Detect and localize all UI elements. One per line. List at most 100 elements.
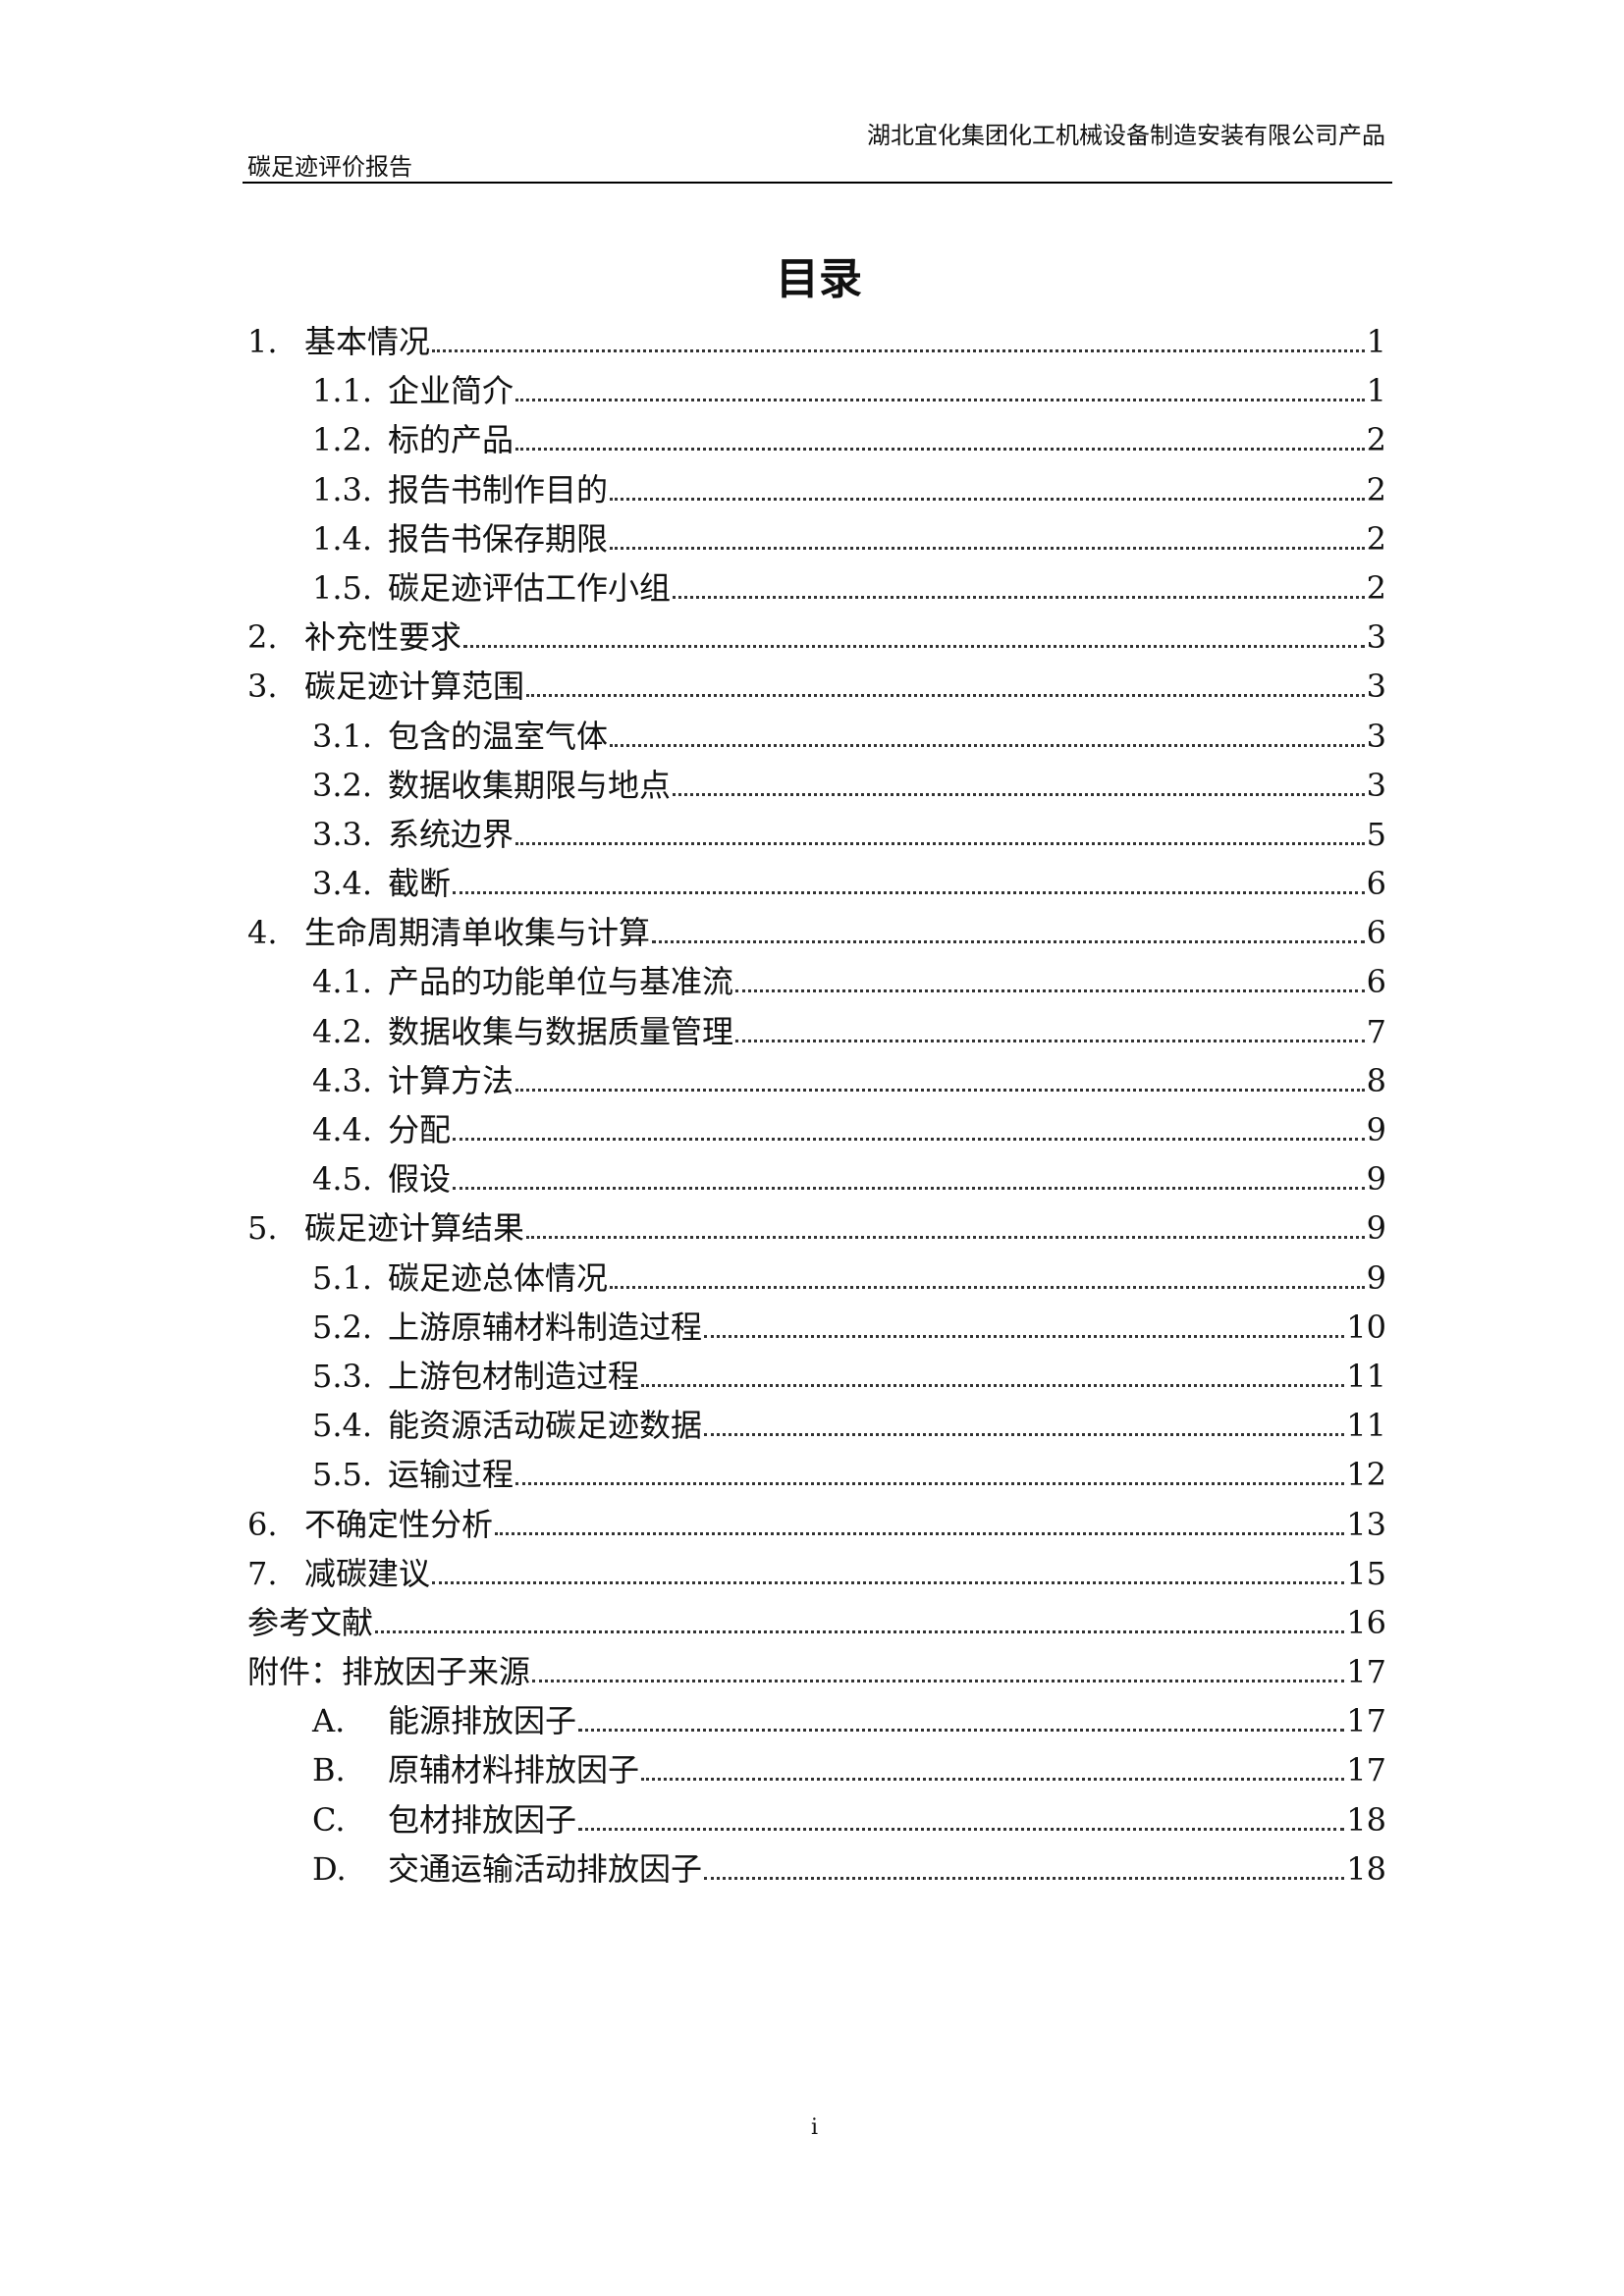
toc-entry-page: 17 bbox=[1346, 1653, 1386, 1691]
toc-entry-page: 18 bbox=[1346, 1849, 1386, 1888]
toc-entry[interactable]: C. 包材排放因子 18 bbox=[247, 1795, 1386, 1844]
toc-dot-leader bbox=[641, 1383, 1345, 1387]
toc-entry-number: C. bbox=[312, 1800, 346, 1839]
toc-entry[interactable]: 5.4. 能资源活动碳足迹数据 11 bbox=[247, 1401, 1386, 1450]
toc-dot-leader bbox=[578, 1729, 1345, 1733]
toc-entry[interactable]: 5.1. 碳足迹总体情况 9 bbox=[247, 1254, 1386, 1303]
toc-entry-page: 3 bbox=[1366, 766, 1386, 804]
toc-entry[interactable]: 参考文献 16 bbox=[247, 1598, 1386, 1647]
toc-entry-title: 包含的温室气体 bbox=[388, 717, 609, 755]
toc-entry[interactable]: 2. 补充性要求 3 bbox=[247, 613, 1386, 662]
toc-entry-page: 2 bbox=[1366, 470, 1386, 508]
toc-entry-title: 产品的功能单位与基准流 bbox=[388, 963, 734, 1001]
toc-entry[interactable]: 4.4. 分配 9 bbox=[247, 1105, 1386, 1154]
toc-entry-title: 分配 bbox=[388, 1111, 452, 1148]
toc-entry[interactable]: 3.3. 系统边界 5 bbox=[247, 810, 1386, 859]
toc-entry-page: 2 bbox=[1366, 568, 1386, 607]
toc-entry-number: A. bbox=[312, 1702, 346, 1740]
toc-entry-title: 参考文献 bbox=[247, 1603, 374, 1641]
toc-entry-title: 碳足迹总体情况 bbox=[388, 1258, 609, 1297]
toc-entry-title: 报告书制作目的 bbox=[388, 470, 609, 508]
toc-entry[interactable]: 3. 碳足迹计算范围 3 bbox=[247, 662, 1386, 711]
toc-entry-title: 不确定性分析 bbox=[304, 1505, 494, 1543]
toc-entry[interactable]: 1. 基本情况 1 bbox=[247, 317, 1386, 366]
toc-entry-title: 原辅材料排放因子 bbox=[388, 1751, 640, 1789]
toc-entry[interactable]: 1.5. 碳足迹评估工作小组 2 bbox=[247, 563, 1386, 613]
toc-entry-page: 3 bbox=[1366, 717, 1386, 755]
toc-entry-title: 报告书保存期限 bbox=[388, 519, 609, 558]
toc-entry-title: 系统边界 bbox=[388, 815, 514, 853]
toc-dot-leader bbox=[704, 1876, 1345, 1880]
toc-entry-number: 2. bbox=[247, 618, 278, 657]
toc-entry[interactable]: 6. 不确定性分析 13 bbox=[247, 1500, 1386, 1549]
toc-entry-number: 4.4. bbox=[312, 1111, 373, 1148]
toc-dot-leader bbox=[610, 497, 1365, 501]
toc-dot-leader bbox=[526, 694, 1365, 698]
toc-dot-leader bbox=[578, 1827, 1345, 1831]
toc-entry[interactable]: 3.1. 包含的温室气体 3 bbox=[247, 712, 1386, 761]
toc-entry-page: 16 bbox=[1346, 1603, 1386, 1641]
toc-dot-leader bbox=[515, 448, 1365, 452]
toc-dot-leader bbox=[641, 1778, 1345, 1782]
toc-entry[interactable]: 5. 碳足迹计算结果 9 bbox=[247, 1203, 1386, 1253]
toc-entry-page: 3 bbox=[1366, 667, 1386, 706]
toc-entry[interactable]: 4. 生命周期清单收集与计算 6 bbox=[247, 908, 1386, 957]
toc-entry[interactable]: 5.5. 运输过程 12 bbox=[247, 1450, 1386, 1499]
toc-entry-title: 数据收集与数据质量管理 bbox=[388, 1012, 734, 1050]
toc-entry[interactable]: 4.1. 产品的功能单位与基准流 6 bbox=[247, 957, 1386, 1006]
toc-entry-page: 2 bbox=[1366, 519, 1386, 558]
toc-entry-page: 6 bbox=[1366, 914, 1386, 952]
toc-dot-leader bbox=[652, 940, 1365, 944]
toc-entry[interactable]: 7. 减碳建议 15 bbox=[247, 1549, 1386, 1598]
toc-entry-number: 5.1. bbox=[312, 1258, 373, 1297]
toc-entry[interactable]: D. 交通运输活动排放因子 18 bbox=[247, 1844, 1386, 1894]
toc-entry[interactable]: 1.2. 标的产品 2 bbox=[247, 415, 1386, 464]
toc-entry[interactable]: B. 原辅材料排放因子 17 bbox=[247, 1745, 1386, 1794]
toc-dot-leader bbox=[515, 841, 1365, 845]
toc-entry[interactable]: 1.4. 报告书保存期限 2 bbox=[247, 514, 1386, 563]
page-title: 目录 bbox=[776, 254, 862, 304]
toc-entry-title: 截断 bbox=[388, 865, 452, 903]
toc-dot-leader bbox=[453, 891, 1365, 895]
toc-entry-number: 4.1. bbox=[312, 963, 373, 1001]
toc-entry-number: 1.1. bbox=[312, 372, 373, 410]
toc-entry-page: 6 bbox=[1366, 865, 1386, 903]
toc-entry-number: 4. bbox=[247, 914, 278, 952]
toc-entry-page: 8 bbox=[1366, 1061, 1386, 1099]
toc-entry-page: 9 bbox=[1366, 1111, 1386, 1148]
toc-entry[interactable]: 4.2. 数据收集与数据质量管理 7 bbox=[247, 1007, 1386, 1056]
toc-entry[interactable]: 3.4. 截断 6 bbox=[247, 859, 1386, 908]
toc-entry[interactable]: 1.3. 报告书制作目的 2 bbox=[247, 465, 1386, 514]
toc-entry-page: 7 bbox=[1366, 1012, 1386, 1050]
toc-entry-number: 4.5. bbox=[312, 1160, 373, 1199]
toc-entry-title: 附件：排放因子来源 bbox=[247, 1653, 531, 1691]
toc-entry[interactable]: 5.3. 上游包材制造过程 11 bbox=[247, 1352, 1386, 1401]
toc-entry[interactable]: 5.2. 上游原辅材料制造过程 10 bbox=[247, 1303, 1386, 1352]
toc-entry[interactable]: 1.1. 企业简介 1 bbox=[247, 366, 1386, 415]
toc-entry-number: 1.5. bbox=[312, 568, 373, 607]
toc-entry-page: 12 bbox=[1346, 1456, 1386, 1494]
toc-entry[interactable]: 4.5. 假设 9 bbox=[247, 1154, 1386, 1203]
toc-dot-leader bbox=[610, 546, 1365, 550]
toc-entry-title: 交通运输活动排放因子 bbox=[388, 1849, 703, 1888]
toc-entry-number: 5.4. bbox=[312, 1407, 373, 1445]
header-divider bbox=[243, 182, 1392, 184]
toc-entry-number: 6. bbox=[247, 1505, 278, 1543]
toc-entry-number: 4.3. bbox=[312, 1061, 373, 1099]
toc-entry-number: 5.3. bbox=[312, 1357, 373, 1395]
toc-dot-leader bbox=[526, 1236, 1365, 1240]
toc-entry[interactable]: A. 能源排放因子 17 bbox=[247, 1696, 1386, 1745]
toc-entry[interactable]: 3.2. 数据收集期限与地点 3 bbox=[247, 761, 1386, 810]
toc-dot-leader bbox=[673, 792, 1365, 796]
toc-entry-title: 碳足迹计算结果 bbox=[304, 1209, 525, 1248]
header-report-title: 碳足迹评价报告 bbox=[247, 153, 412, 181]
toc-entry-page: 17 bbox=[1346, 1751, 1386, 1789]
toc-entry[interactable]: 4.3. 计算方法 8 bbox=[247, 1056, 1386, 1105]
toc-entry-title: 碳足迹计算范围 bbox=[304, 667, 525, 706]
toc-entry-number: 3.1. bbox=[312, 717, 373, 755]
toc-dot-leader bbox=[375, 1629, 1345, 1633]
toc-dot-leader bbox=[735, 989, 1365, 993]
toc-entry-title: 假设 bbox=[388, 1160, 452, 1199]
toc-entry[interactable]: 附件：排放因子来源 17 bbox=[247, 1647, 1386, 1696]
toc-entry-page: 13 bbox=[1346, 1505, 1386, 1543]
